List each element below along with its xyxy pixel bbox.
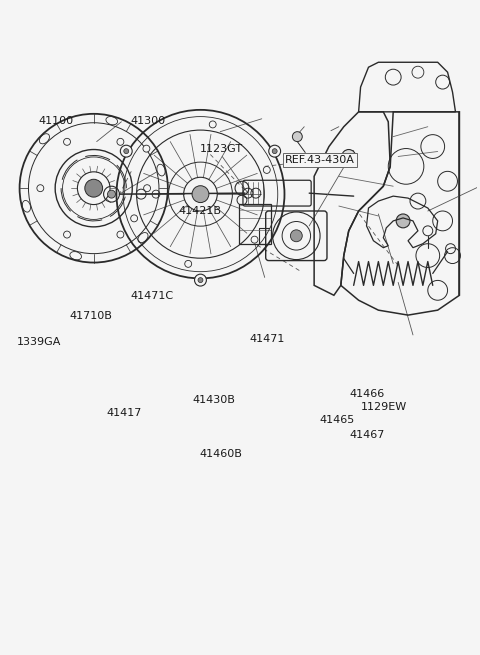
Circle shape: [192, 186, 209, 202]
Circle shape: [290, 230, 302, 242]
Circle shape: [198, 278, 203, 282]
Circle shape: [120, 145, 132, 157]
Text: 41460B: 41460B: [200, 449, 242, 459]
Circle shape: [117, 138, 124, 145]
Circle shape: [185, 261, 192, 267]
Text: 1123GT: 1123GT: [200, 144, 243, 154]
Circle shape: [272, 149, 277, 154]
Text: 41417: 41417: [106, 408, 142, 419]
Text: 1339GA: 1339GA: [17, 337, 61, 346]
Circle shape: [342, 149, 356, 163]
Text: 41465: 41465: [320, 415, 355, 424]
Circle shape: [85, 179, 103, 197]
Bar: [239, 204, 271, 244]
Circle shape: [194, 274, 206, 286]
Text: 41300: 41300: [131, 116, 166, 126]
Circle shape: [292, 132, 302, 141]
Text: 41100: 41100: [38, 116, 73, 126]
Text: REF.43-430A: REF.43-430A: [285, 155, 355, 165]
Circle shape: [269, 145, 281, 157]
Circle shape: [131, 215, 138, 222]
Text: 41471C: 41471C: [131, 291, 174, 301]
Circle shape: [264, 166, 270, 174]
Circle shape: [346, 153, 352, 159]
Text: 41466: 41466: [349, 389, 384, 399]
Circle shape: [37, 185, 44, 192]
Circle shape: [209, 121, 216, 128]
Circle shape: [251, 236, 258, 243]
Circle shape: [124, 149, 129, 154]
Text: 1129EW: 1129EW: [360, 402, 407, 412]
Circle shape: [396, 214, 410, 228]
Circle shape: [143, 145, 150, 152]
Circle shape: [63, 138, 71, 145]
Text: 41467: 41467: [349, 430, 384, 440]
Text: 41421B: 41421B: [179, 206, 221, 215]
Circle shape: [117, 231, 124, 238]
Text: 41471: 41471: [250, 334, 285, 344]
Text: 41710B: 41710B: [69, 311, 112, 321]
Circle shape: [144, 185, 151, 192]
Circle shape: [108, 190, 116, 198]
Circle shape: [63, 231, 71, 238]
Text: 41430B: 41430B: [192, 395, 235, 405]
